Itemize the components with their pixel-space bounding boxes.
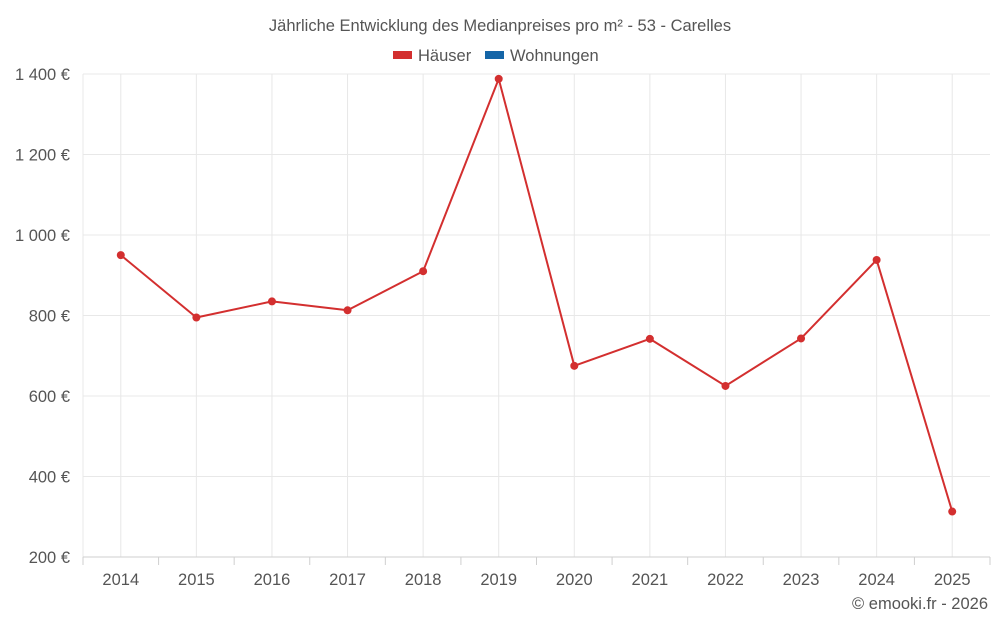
data-point[interactable] <box>494 74 503 83</box>
x-tick-label: 2020 <box>556 571 593 589</box>
data-point[interactable] <box>645 334 654 343</box>
data-point[interactable] <box>419 267 428 276</box>
data-point[interactable] <box>948 507 957 516</box>
legend: Häuser Wohnungen <box>393 47 599 65</box>
x-tick-label: 2016 <box>254 571 291 589</box>
y-tick-label: 600 € <box>29 388 70 406</box>
data-point[interactable] <box>192 313 201 322</box>
x-tick-label: 2019 <box>480 571 517 589</box>
data-point[interactable] <box>116 251 125 260</box>
chart-title: Jährliche Entwicklung des Medianpreises … <box>269 17 731 35</box>
series <box>116 74 957 516</box>
x-tick-label: 2017 <box>329 571 366 589</box>
data-point[interactable] <box>267 297 276 306</box>
legend-label-houses: Häuser <box>418 47 472 65</box>
legend-label-apartments: Wohnungen <box>510 47 599 65</box>
y-tick-label: 400 € <box>29 469 70 487</box>
y-tick-label: 1 400 € <box>15 66 70 84</box>
x-tick-label: 2025 <box>934 571 971 589</box>
legend-swatch-houses <box>393 51 412 59</box>
data-point[interactable] <box>343 306 352 315</box>
x-tick-label: 2021 <box>632 571 669 589</box>
y-tick-label: 1 200 € <box>15 147 70 165</box>
data-point[interactable] <box>721 381 730 390</box>
data-point[interactable] <box>797 334 806 343</box>
data-point[interactable] <box>570 361 579 370</box>
x-tick-label: 2023 <box>783 571 820 589</box>
x-tick-label: 2022 <box>707 571 744 589</box>
credit-text: © emooki.fr - 2026 <box>852 595 988 613</box>
y-tick-label: 800 € <box>29 308 70 326</box>
legend-item-apartments[interactable]: Wohnungen <box>485 47 599 65</box>
axes: 200 € 400 € 600 € 800 € 1 000 € 1 200 € 1 400 … <box>15 66 991 589</box>
x-tick-label: 2015 <box>178 571 215 589</box>
legend-item-houses[interactable]: Häuser <box>393 47 472 65</box>
legend-swatch-apartments <box>485 51 504 59</box>
x-tick-label: 2018 <box>405 571 442 589</box>
x-tick-label: 2024 <box>858 571 895 589</box>
grid <box>83 73 990 557</box>
y-tick-label: 200 € <box>29 549 70 567</box>
x-tick-label: 2014 <box>102 571 139 589</box>
data-point[interactable] <box>872 255 881 264</box>
y-tick-label: 1 000 € <box>15 227 70 245</box>
series-line-0 <box>120 77 954 512</box>
